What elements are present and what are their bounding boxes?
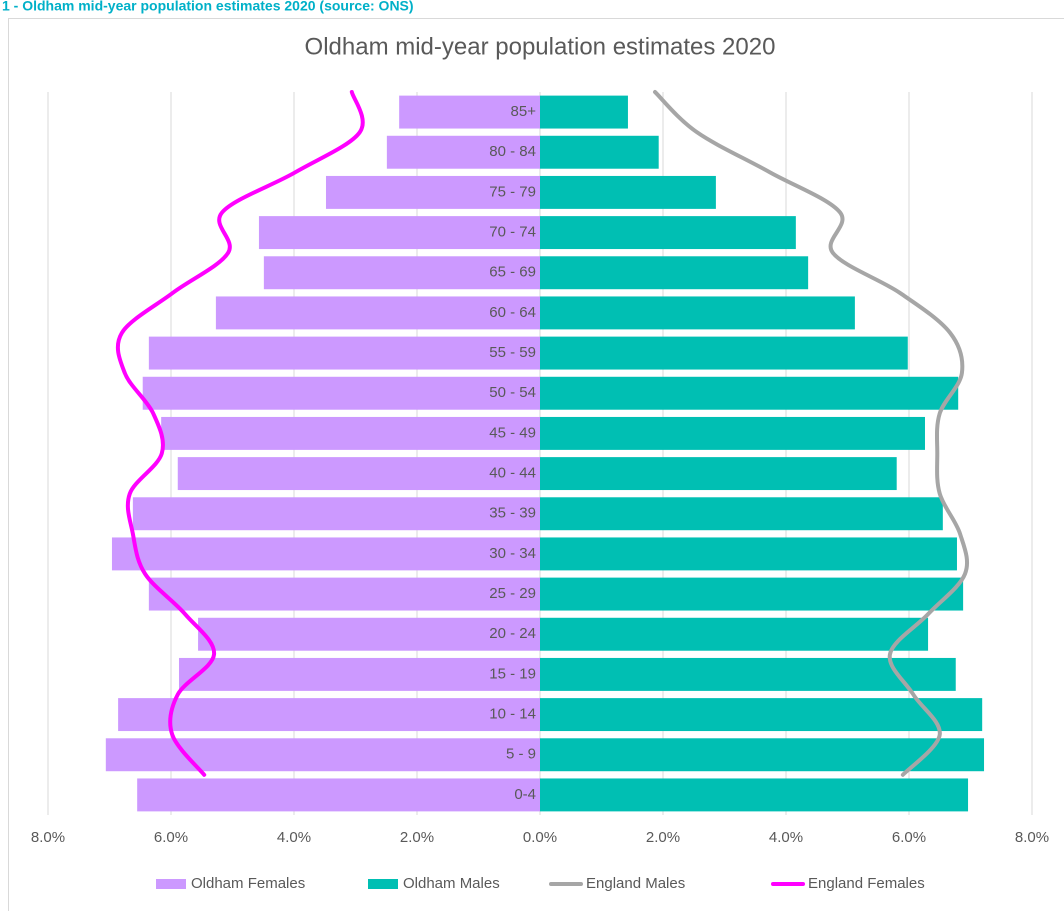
bar [386,135,540,169]
category-label: 20 - 24 [489,625,536,642]
bar [540,497,943,531]
line [115,90,365,777]
bar [540,376,959,410]
chart-title: Oldham mid-year population estimates 202… [305,33,776,60]
bar [325,175,540,209]
bar [148,577,541,611]
bar [540,537,957,571]
bar [105,738,540,772]
category-label: 25 - 29 [489,585,536,602]
category-label: 55 - 59 [489,344,536,361]
x-tick-label: 8.0% [31,829,65,846]
bar [540,296,855,330]
bar [137,778,541,812]
bar [540,416,925,450]
category-label: 0-4 [514,786,536,803]
category-label: 10 - 14 [489,706,536,723]
legend-swatch [368,879,398,889]
category-label: 40 - 44 [489,465,536,482]
bar [540,617,929,651]
category-label: 50 - 54 [489,384,536,401]
legend-label: Oldham Males [403,875,500,892]
bar [540,135,659,169]
category-label: 30 - 34 [489,545,536,562]
bar [399,95,540,129]
category-label: 70 - 74 [489,224,536,241]
bars [105,95,985,812]
legend-label: England Males [586,875,685,892]
x-tick-label: 4.0% [769,829,803,846]
bar [540,577,964,611]
legend-label: England Females [808,875,925,892]
bar [263,256,540,290]
category-label: 5 - 9 [506,746,536,763]
bar [177,457,540,491]
bar [161,416,540,450]
bar [540,95,628,129]
header: 1 - Oldham mid-year population estimates… [2,0,414,14]
bar [540,738,985,772]
x-tick-label: 8.0% [1015,829,1049,846]
category-label: 65 - 69 [489,264,536,281]
x-tick-label: 2.0% [646,829,680,846]
x-tick-label: 2.0% [400,829,434,846]
bar [258,216,540,250]
bar [540,698,983,732]
bar [540,336,908,370]
x-tick-label: 4.0% [277,829,311,846]
bar [540,457,897,491]
x-tick-label: 6.0% [892,829,926,846]
bar [118,698,541,732]
bar [540,256,809,290]
category-label: 60 - 64 [489,304,536,321]
bar [540,778,969,812]
category-label: 85+ [511,103,537,120]
bar [111,537,541,571]
category-label: 75 - 79 [489,183,536,200]
line [653,90,970,777]
lines [115,90,970,777]
bar [540,657,956,691]
bar [215,296,540,330]
category-label: 35 - 39 [489,505,536,522]
bar [132,497,540,531]
bar [148,336,541,370]
x-tick-label: 6.0% [154,829,188,846]
category-label: 15 - 19 [489,665,536,682]
x-tick-label: 0.0% [523,829,557,846]
grid: 8.0% 6.0% 4.0% 2.0% 0.0% 2.0% 4.0% 6.0% 8.0% [31,92,1049,846]
category-labels: 0-4 5 - 9 10 - 14 15 - 19 20 - 24 25 - 29 30 -… [489,103,536,803]
legend-swatch [156,879,186,889]
legend: Oldham Females Oldham Males England Males E… [156,875,925,892]
legend-label: Oldham Females [191,875,305,892]
category-label: 45 - 49 [489,424,536,441]
bar [142,376,540,410]
bar [178,657,540,691]
bar [198,617,540,651]
bar [540,216,796,250]
bar [540,175,716,209]
category-label: 80 - 84 [489,143,536,160]
